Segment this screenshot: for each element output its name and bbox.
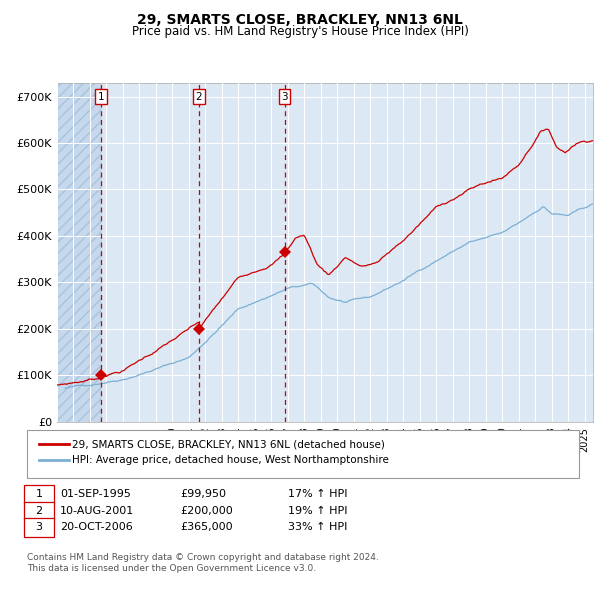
Text: 10-AUG-2001: 10-AUG-2001 xyxy=(60,506,134,516)
Bar xyxy=(57,83,101,422)
Text: 29, SMARTS CLOSE, BRACKLEY, NN13 6NL: 29, SMARTS CLOSE, BRACKLEY, NN13 6NL xyxy=(137,13,463,27)
Text: 2: 2 xyxy=(196,91,202,101)
Text: 33% ↑ HPI: 33% ↑ HPI xyxy=(288,523,347,532)
Text: 20-OCT-2006: 20-OCT-2006 xyxy=(60,523,133,532)
Text: £200,000: £200,000 xyxy=(180,506,233,516)
Text: 3: 3 xyxy=(281,91,288,101)
Text: 17% ↑ HPI: 17% ↑ HPI xyxy=(288,490,347,499)
Text: £365,000: £365,000 xyxy=(180,523,233,532)
Text: 29, SMARTS CLOSE, BRACKLEY, NN13 6NL (detached house): 29, SMARTS CLOSE, BRACKLEY, NN13 6NL (de… xyxy=(72,440,385,449)
Text: 2: 2 xyxy=(35,506,43,516)
Text: 1: 1 xyxy=(98,91,104,101)
Bar xyxy=(57,83,101,422)
Text: Contains HM Land Registry data © Crown copyright and database right 2024.
This d: Contains HM Land Registry data © Crown c… xyxy=(27,553,379,573)
Text: 19% ↑ HPI: 19% ↑ HPI xyxy=(288,506,347,516)
Text: HPI: Average price, detached house, West Northamptonshire: HPI: Average price, detached house, West… xyxy=(72,455,389,465)
Text: 1: 1 xyxy=(35,490,43,499)
Text: £99,950: £99,950 xyxy=(180,490,226,499)
Text: Price paid vs. HM Land Registry's House Price Index (HPI): Price paid vs. HM Land Registry's House … xyxy=(131,25,469,38)
Text: 01-SEP-1995: 01-SEP-1995 xyxy=(60,490,131,499)
Text: 3: 3 xyxy=(35,523,43,532)
